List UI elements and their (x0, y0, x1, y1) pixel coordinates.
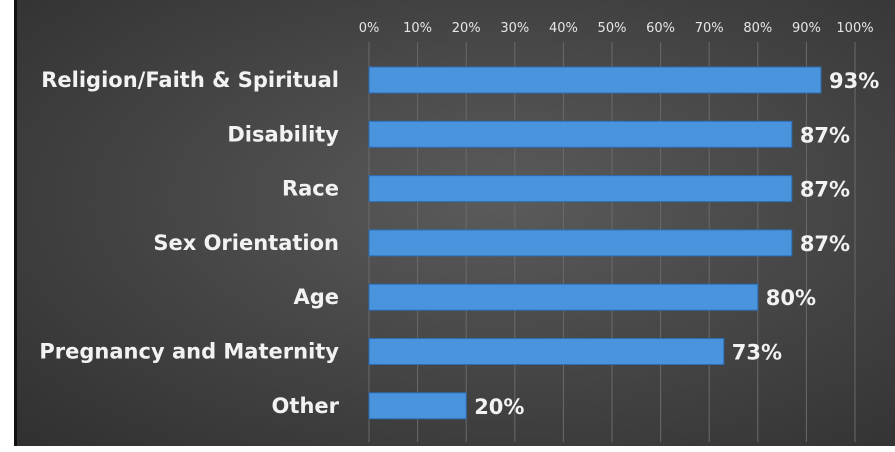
category-labels: Religion/Faith & Spiritual Disability Race… (39, 68, 339, 418)
data-label: 80% (766, 286, 816, 310)
chart-frame: 0% 10% 20% 30% 40% 50% 60% 70% 80% 90% 100% Religi… (14, 0, 895, 446)
bars (368, 66, 822, 420)
x-tick-label: 40% (549, 21, 578, 36)
bar (368, 66, 822, 94)
x-tick-label: 10% (403, 21, 432, 36)
category-label: Sex Orientation (153, 231, 339, 255)
category-label: Race (282, 177, 339, 201)
data-label: 93% (829, 69, 879, 93)
category-label: Disability (227, 122, 339, 146)
x-tick-label: 50% (598, 21, 627, 36)
data-label: 87% (800, 178, 850, 202)
category-label: Age (293, 285, 339, 309)
x-tick-label: 70% (695, 21, 724, 36)
bar (368, 283, 759, 311)
data-label: 87% (800, 123, 850, 147)
bar (368, 120, 793, 148)
x-tick-label: 60% (646, 21, 675, 36)
category-label: Religion/Faith & Spiritual (41, 68, 339, 92)
bar (368, 175, 793, 203)
data-label: 87% (800, 232, 850, 256)
x-tick-label: 30% (500, 21, 529, 36)
bar (368, 338, 725, 365)
data-labels: 93% 87% 87% 87% 80% 73% 20% (474, 69, 879, 419)
bar (368, 229, 793, 257)
category-label: Pregnancy and Maternity (39, 340, 339, 364)
x-tick-label: 20% (452, 21, 481, 36)
x-tick-label: 90% (792, 21, 821, 36)
data-label: 20% (474, 395, 524, 419)
category-label: Other (272, 394, 340, 418)
bar (368, 392, 467, 420)
data-label: 73% (732, 341, 782, 365)
x-tick-label: 80% (743, 21, 772, 36)
x-axis-ticks: 0% 10% 20% 30% 40% 50% 60% 70% 80% 90% 100% (359, 21, 874, 36)
bar-chart: 0% 10% 20% 30% 40% 50% 60% 70% 80% 90% 100% Religi… (39, 21, 879, 442)
x-tick-label: 0% (359, 21, 380, 36)
x-tick-label: 100% (836, 21, 873, 36)
